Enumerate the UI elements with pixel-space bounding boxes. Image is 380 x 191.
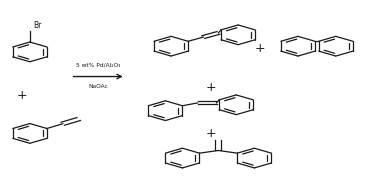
Text: +: + [206, 127, 216, 140]
Text: 5 wt% Pd/Al₂O₃: 5 wt% Pd/Al₂O₃ [76, 62, 120, 67]
Text: +: + [16, 89, 27, 102]
Text: NaOAc: NaOAc [88, 84, 108, 89]
Text: Br: Br [34, 21, 42, 30]
Text: +: + [206, 81, 216, 94]
Text: +: + [255, 42, 265, 55]
